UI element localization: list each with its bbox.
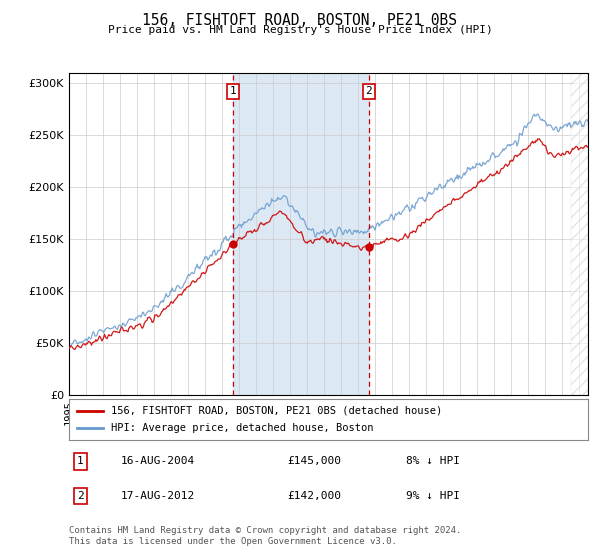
Text: 9% ↓ HPI: 9% ↓ HPI xyxy=(406,491,460,501)
Text: £142,000: £142,000 xyxy=(287,491,341,501)
Text: 16-AUG-2004: 16-AUG-2004 xyxy=(121,456,195,466)
Text: £145,000: £145,000 xyxy=(287,456,341,466)
Text: HPI: Average price, detached house, Boston: HPI: Average price, detached house, Bost… xyxy=(110,423,373,433)
Text: 156, FISHTOFT ROAD, BOSTON, PE21 0BS (detached house): 156, FISHTOFT ROAD, BOSTON, PE21 0BS (de… xyxy=(110,405,442,416)
Text: 17-AUG-2012: 17-AUG-2012 xyxy=(121,491,195,501)
Text: 1: 1 xyxy=(77,456,84,466)
Bar xyxy=(233,73,369,395)
Text: 156, FISHTOFT ROAD, BOSTON, PE21 0BS: 156, FISHTOFT ROAD, BOSTON, PE21 0BS xyxy=(143,13,458,28)
Text: 2: 2 xyxy=(77,491,84,501)
Text: 2: 2 xyxy=(365,86,372,96)
Text: 8% ↓ HPI: 8% ↓ HPI xyxy=(406,456,460,466)
Text: 1: 1 xyxy=(229,86,236,96)
Text: Contains HM Land Registry data © Crown copyright and database right 2024.
This d: Contains HM Land Registry data © Crown c… xyxy=(69,526,461,546)
Text: Price paid vs. HM Land Registry's House Price Index (HPI): Price paid vs. HM Land Registry's House … xyxy=(107,25,493,35)
